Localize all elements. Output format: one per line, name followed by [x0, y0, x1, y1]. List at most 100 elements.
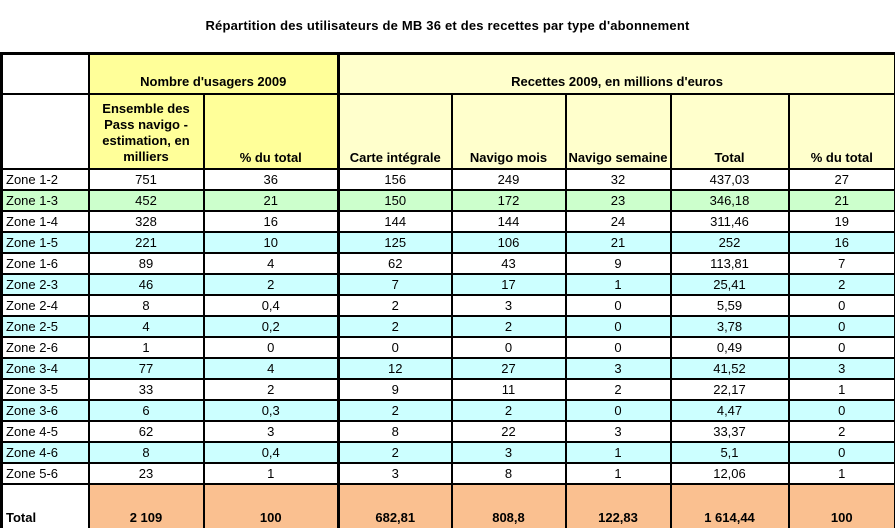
value-cell: 16: [202, 210, 340, 233]
value-cell: 252: [669, 231, 790, 254]
data-table: Nombre d'usagers 2009 Recettes 2009, en …: [0, 52, 895, 528]
value-cell: 43: [450, 252, 567, 275]
group-header-recettes: Recettes 2009, en millions d'euros: [336, 52, 895, 95]
value-cell: 33,37: [669, 420, 790, 443]
zone-cell: Zone 1-3: [0, 189, 90, 212]
table-row: Zone 2-4 8 0,4 2 3 0 5,59 0: [0, 294, 895, 317]
value-cell: 3: [450, 294, 567, 317]
table-row: Zone 1-3 452 21 150 172 23 346,18 21: [0, 189, 895, 212]
value-cell: 125: [337, 231, 453, 254]
group-header-row: Nombre d'usagers 2009 Recettes 2009, en …: [0, 52, 895, 95]
blank-header-cell: [0, 93, 90, 170]
value-cell: 3: [450, 441, 567, 464]
zone-cell: Zone 1-5: [0, 231, 90, 254]
value-cell: 36: [202, 168, 340, 191]
value-cell: 2: [202, 273, 340, 296]
total-value-cell: 682,81: [337, 483, 453, 528]
value-cell: 113,81: [669, 252, 790, 275]
value-cell: 0: [337, 336, 453, 359]
total-value-cell: 100: [202, 483, 340, 528]
table-row: Zone 4-5 62 3 8 22 3 33,37 2: [0, 420, 895, 443]
zone-cell: Zone 3-5: [0, 378, 90, 401]
value-cell: 0: [564, 399, 672, 422]
value-cell: 0,4: [202, 294, 340, 317]
value-cell: 10: [202, 231, 340, 254]
value-cell: 0,3: [202, 399, 340, 422]
table-row: Zone 3-4 77 4 12 27 3 41,52 3: [0, 357, 895, 380]
value-cell: 1: [787, 462, 895, 485]
value-cell: 2: [787, 273, 895, 296]
total-value-cell: 100: [787, 483, 895, 528]
value-cell: 0,2: [202, 315, 340, 338]
value-cell: 1: [87, 336, 205, 359]
value-cell: 1: [787, 378, 895, 401]
value-cell: 1: [564, 462, 672, 485]
value-cell: 17: [450, 273, 567, 296]
value-cell: 23: [564, 189, 672, 212]
value-cell: 5,1: [669, 441, 790, 464]
value-cell: 0: [787, 294, 895, 317]
total-label-cell: Total: [0, 483, 90, 528]
value-cell: 7: [337, 273, 453, 296]
zone-cell: Zone 2-3: [0, 273, 90, 296]
value-cell: 3,78: [669, 315, 790, 338]
value-cell: 144: [337, 210, 453, 233]
value-cell: 4: [87, 315, 205, 338]
value-cell: 77: [87, 357, 205, 380]
col-header-navigo-semaine: Navigo semaine: [564, 93, 672, 170]
value-cell: 11: [450, 378, 567, 401]
value-cell: 1: [564, 273, 672, 296]
value-cell: 3: [337, 462, 453, 485]
value-cell: 9: [564, 252, 672, 275]
value-cell: 3: [564, 357, 672, 380]
value-cell: 150: [337, 189, 453, 212]
value-cell: 4: [202, 357, 340, 380]
value-cell: 0,4: [202, 441, 340, 464]
value-cell: 2: [564, 378, 672, 401]
value-cell: 22: [450, 420, 567, 443]
value-cell: 311,46: [669, 210, 790, 233]
total-value-cell: 2 109: [87, 483, 205, 528]
table-row: Zone 4-6 8 0,4 2 3 1 5,1 0: [0, 441, 895, 464]
col-header-total: Total: [669, 93, 790, 170]
zone-cell: Zone 5-6: [0, 462, 90, 485]
value-cell: 0: [787, 315, 895, 338]
value-cell: 144: [450, 210, 567, 233]
zone-cell: Zone 2-5: [0, 315, 90, 338]
table-row: Zone 3-5 33 2 9 11 2 22,17 1: [0, 378, 895, 401]
zone-cell: Zone 1-2: [0, 168, 90, 191]
value-cell: 62: [337, 252, 453, 275]
col-header-pct-usagers: % du total: [202, 93, 340, 170]
value-cell: 12: [337, 357, 453, 380]
value-cell: 249: [450, 168, 567, 191]
value-cell: 0: [564, 336, 672, 359]
value-cell: 452: [87, 189, 205, 212]
total-value-cell: 808,8: [450, 483, 567, 528]
value-cell: 8: [337, 420, 453, 443]
value-cell: 0: [450, 336, 567, 359]
value-cell: 346,18: [669, 189, 790, 212]
value-cell: 437,03: [669, 168, 790, 191]
page-title: Répartition des utilisateurs de MB 36 et…: [205, 18, 690, 33]
table-row: Zone 1-4 328 16 144 144 24 311,46 19: [0, 210, 895, 233]
value-cell: 221: [87, 231, 205, 254]
value-cell: 0: [202, 336, 340, 359]
value-cell: 25,41: [669, 273, 790, 296]
zone-cell: Zone 3-6: [0, 399, 90, 422]
value-cell: 0,49: [669, 336, 790, 359]
value-cell: 1: [202, 462, 340, 485]
value-cell: 19: [787, 210, 895, 233]
value-cell: 156: [337, 168, 453, 191]
value-cell: 0: [787, 336, 895, 359]
value-cell: 4: [202, 252, 340, 275]
value-cell: 0: [564, 315, 672, 338]
value-cell: 33: [87, 378, 205, 401]
value-cell: 2: [450, 399, 567, 422]
value-cell: 172: [450, 189, 567, 212]
value-cell: 0: [787, 399, 895, 422]
value-cell: 12,06: [669, 462, 790, 485]
zone-cell: Zone 2-4: [0, 294, 90, 317]
zone-cell: Zone 1-4: [0, 210, 90, 233]
value-cell: 27: [787, 168, 895, 191]
value-cell: 41,52: [669, 357, 790, 380]
